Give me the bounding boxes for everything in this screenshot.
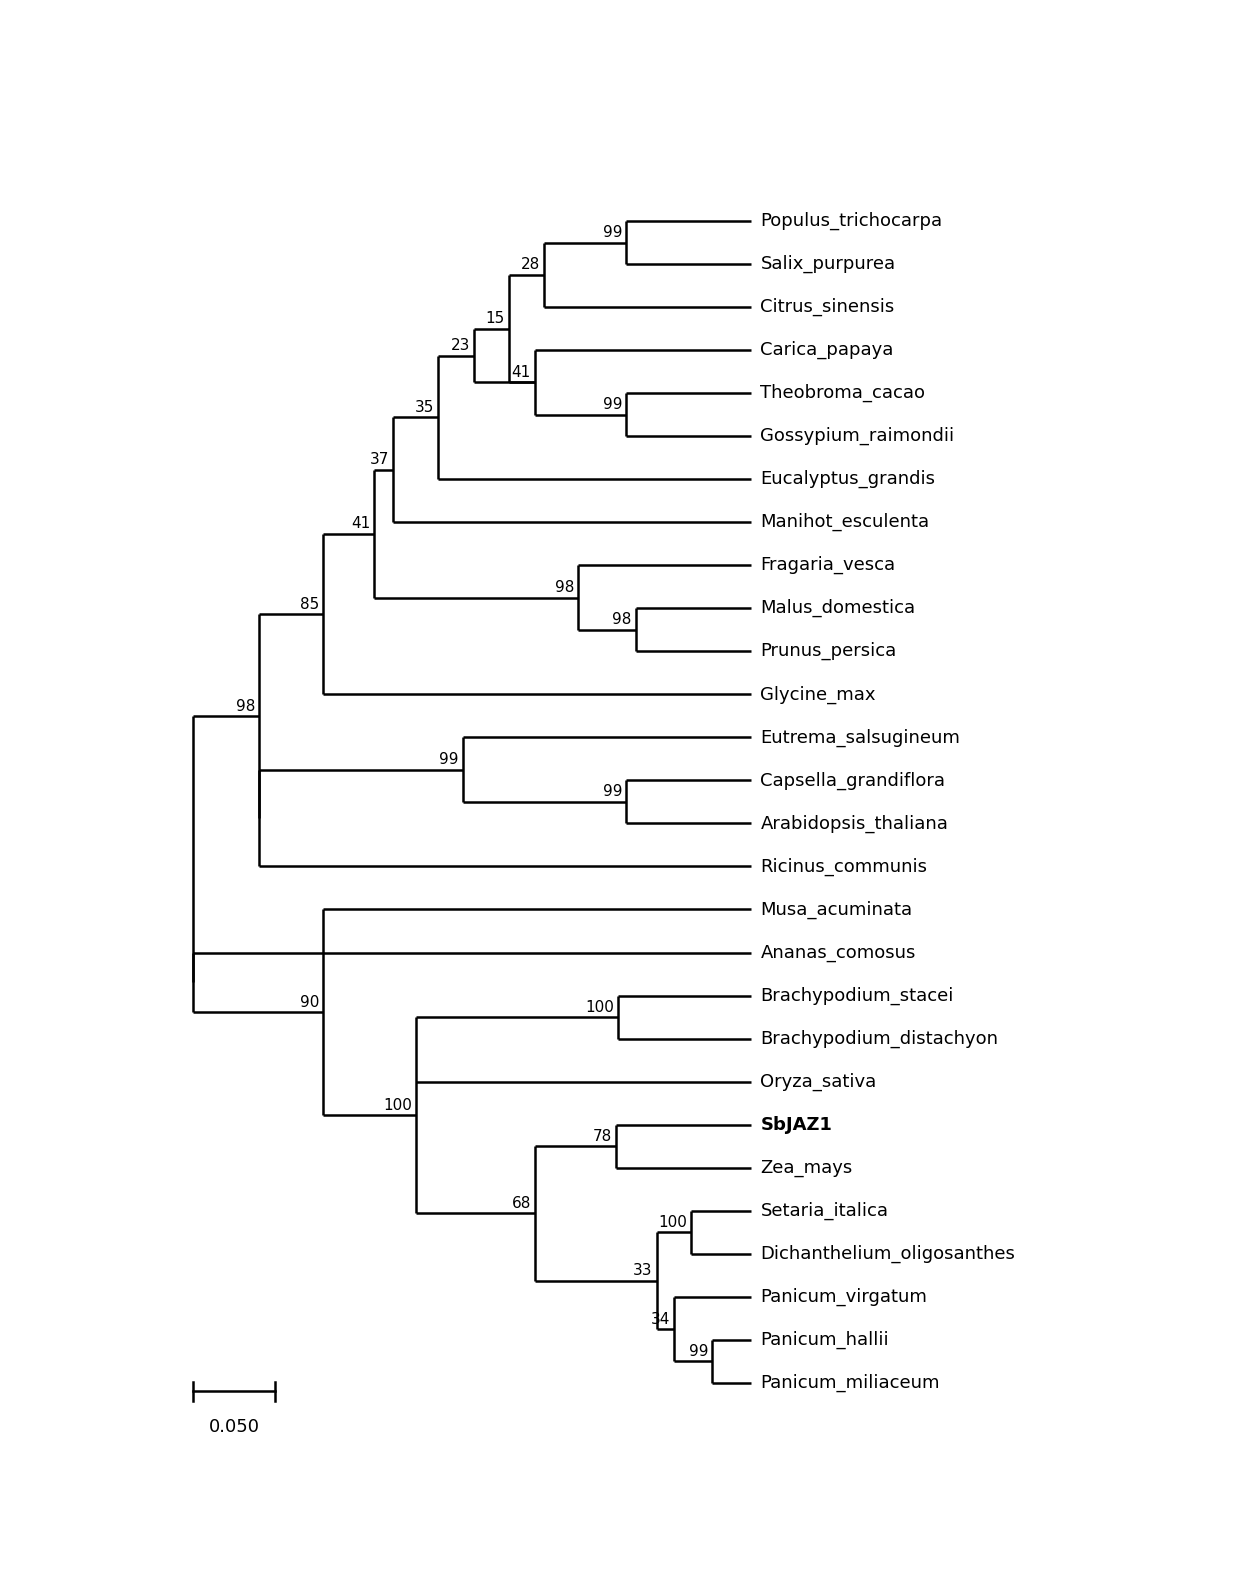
Text: Brachypodium_stacei: Brachypodium_stacei bbox=[760, 986, 954, 1005]
Text: 98: 98 bbox=[554, 580, 574, 596]
Text: 15: 15 bbox=[486, 311, 505, 326]
Text: Musa_acuminata: Musa_acuminata bbox=[760, 900, 913, 918]
Text: 37: 37 bbox=[370, 453, 389, 467]
Text: Salix_purpurea: Salix_purpurea bbox=[760, 256, 895, 273]
Text: 99: 99 bbox=[603, 397, 622, 413]
Text: 99: 99 bbox=[603, 225, 622, 240]
Text: 99: 99 bbox=[439, 753, 459, 767]
Text: 41: 41 bbox=[351, 516, 371, 532]
Text: 28: 28 bbox=[521, 257, 541, 273]
Text: 100: 100 bbox=[585, 999, 614, 1015]
Text: 68: 68 bbox=[511, 1196, 531, 1212]
Text: Carica_papaya: Carica_papaya bbox=[760, 341, 894, 359]
Text: Ricinus_communis: Ricinus_communis bbox=[760, 858, 928, 875]
Text: Arabidopsis_thaliana: Arabidopsis_thaliana bbox=[760, 815, 949, 832]
Text: Gossypium_raimondii: Gossypium_raimondii bbox=[760, 427, 955, 445]
Text: Theobroma_cacao: Theobroma_cacao bbox=[760, 384, 925, 402]
Text: 100: 100 bbox=[658, 1215, 687, 1229]
Text: Capsella_grandiflora: Capsella_grandiflora bbox=[760, 772, 945, 789]
Text: 99: 99 bbox=[603, 784, 622, 799]
Text: 33: 33 bbox=[634, 1262, 652, 1278]
Text: Panicum_virgatum: Panicum_virgatum bbox=[760, 1288, 928, 1305]
Text: Ananas_comosus: Ananas_comosus bbox=[760, 943, 916, 961]
Text: 98: 98 bbox=[236, 699, 255, 713]
Text: Fragaria_vesca: Fragaria_vesca bbox=[760, 556, 895, 575]
Text: 78: 78 bbox=[593, 1129, 613, 1143]
Text: Glycine_max: Glycine_max bbox=[760, 686, 875, 703]
Text: 85: 85 bbox=[300, 597, 320, 611]
Text: 99: 99 bbox=[689, 1343, 708, 1359]
Text: 0.050: 0.050 bbox=[208, 1418, 260, 1436]
Text: 41: 41 bbox=[512, 365, 531, 380]
Text: Citrus_sinensis: Citrus_sinensis bbox=[760, 299, 895, 316]
Text: Prunus_persica: Prunus_persica bbox=[760, 642, 897, 661]
Text: Eutrema_salsugineum: Eutrema_salsugineum bbox=[760, 729, 960, 746]
Text: Setaria_italica: Setaria_italica bbox=[760, 1202, 888, 1220]
Text: 23: 23 bbox=[451, 338, 470, 353]
Text: 100: 100 bbox=[383, 1097, 413, 1113]
Text: Malus_domestica: Malus_domestica bbox=[760, 599, 915, 618]
Text: 35: 35 bbox=[415, 400, 435, 414]
Text: Eucalyptus_grandis: Eucalyptus_grandis bbox=[760, 470, 935, 489]
Text: Dichanthelium_oligosanthes: Dichanthelium_oligosanthes bbox=[760, 1245, 1016, 1262]
Text: 34: 34 bbox=[651, 1312, 670, 1326]
Text: Panicum_hallii: Panicum_hallii bbox=[760, 1331, 889, 1348]
Text: Manihot_esculenta: Manihot_esculenta bbox=[760, 513, 930, 532]
Text: Oryza_sativa: Oryza_sativa bbox=[760, 1072, 877, 1091]
Text: SbJAZ1: SbJAZ1 bbox=[760, 1116, 832, 1134]
Text: Brachypodium_distachyon: Brachypodium_distachyon bbox=[760, 1029, 998, 1048]
Text: Populus_trichocarpa: Populus_trichocarpa bbox=[760, 211, 942, 230]
Text: 90: 90 bbox=[300, 996, 320, 1010]
Text: Zea_mays: Zea_mays bbox=[760, 1159, 853, 1177]
Text: Panicum_miliaceum: Panicum_miliaceum bbox=[760, 1374, 940, 1393]
Text: 98: 98 bbox=[613, 613, 631, 627]
